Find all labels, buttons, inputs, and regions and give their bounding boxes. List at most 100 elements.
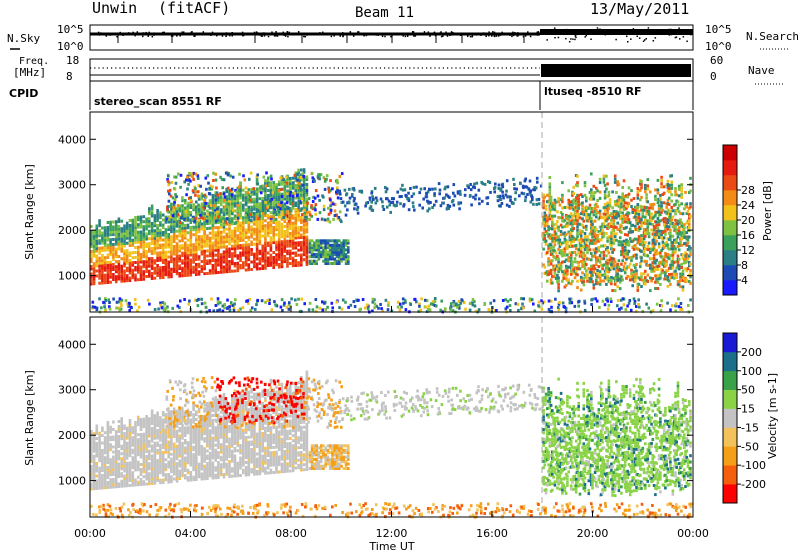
range-gate-cell: [283, 245, 287, 248]
range-gate-cell: [471, 303, 475, 307]
range-gate-cell: [579, 288, 583, 292]
range-gate-cell: [262, 175, 266, 179]
range-gate-cell: [277, 253, 281, 256]
range-gate-cell: [253, 230, 256, 234]
range-gate-cell: [666, 268, 670, 272]
range-gate-cell: [657, 210, 661, 214]
range-gate-cell: [228, 217, 231, 221]
range-gate-cell: [106, 256, 110, 259]
range-gate-cell: [150, 239, 154, 243]
range-gate-cell: [277, 235, 281, 239]
range-gate-cell: [606, 239, 609, 243]
range-gate-cell: [387, 301, 390, 305]
range-gate-cell: [128, 279, 132, 282]
range-gate-cell: [607, 303, 611, 307]
range-gate-cell: [561, 216, 564, 220]
range-gate-cell: [654, 261, 657, 265]
range-gate-cell: [164, 265, 168, 269]
range-gate-cell: [153, 261, 157, 265]
range-gate-cell: [297, 206, 300, 210]
sky-count-mark: [163, 31, 165, 34]
range-gate-cell: [529, 192, 532, 196]
range-gate-cell: [315, 239, 318, 243]
range-gate-cell: [178, 227, 181, 230]
sky-count-mark: [342, 35, 344, 37]
range-gate-cell: [175, 195, 178, 199]
range-gate-cell: [625, 225, 628, 229]
range-gate-cell: [661, 247, 665, 251]
range-gate-cell: [671, 209, 675, 213]
range-gate-cell: [280, 225, 284, 229]
range-gate-cell: [277, 248, 281, 251]
range-gate-cell: [590, 217, 593, 220]
range-gate-cell: [264, 249, 267, 253]
range-gate-cell: [687, 304, 690, 307]
range-gate-cell: [125, 251, 129, 255]
range-gate-cell: [175, 237, 179, 241]
range-gate-cell: [291, 224, 295, 228]
range-gate-cell: [289, 242, 292, 245]
sky-count-mark: [404, 35, 407, 38]
range-gate-cell: [327, 206, 330, 210]
sky-count-mark: [554, 36, 556, 39]
range-gate-cell: [255, 235, 259, 238]
range-gate-cell: [302, 193, 306, 197]
range-gate-cell: [189, 211, 193, 214]
sky-count-mark: [678, 38, 681, 40]
range-gate-cell: [103, 266, 107, 270]
range-gate-cell: [213, 206, 216, 210]
range-gate-cell: [217, 243, 220, 247]
range-gate-cell: [195, 265, 198, 269]
range-gate-cell: [297, 248, 300, 252]
range-gate-cell: [314, 189, 318, 193]
range-gate-cell: [117, 235, 121, 238]
range-gate-cell: [228, 212, 231, 216]
range-gate-cell: [148, 242, 151, 246]
range-gate-cell: [671, 225, 675, 229]
range-gate-cell: [264, 181, 267, 185]
sky-count-mark: [440, 31, 442, 33]
range-gate-cell: [289, 179, 292, 183]
range-gate-cell: [314, 309, 318, 313]
range-gate-cell: [339, 197, 343, 201]
range-gate-cell: [579, 237, 583, 241]
range-gate-cell: [197, 210, 201, 214]
range-gate-cell: [253, 207, 256, 211]
range-gate-cell: [280, 212, 284, 216]
range-gate-cell: [233, 202, 237, 205]
range-gate-cell: [612, 241, 616, 245]
sky-count-mark: [488, 31, 490, 33]
range-gate-cell: [261, 202, 264, 205]
sky-count-mark: [570, 38, 572, 40]
range-gate-cell: [579, 244, 583, 247]
range-gate-cell: [148, 207, 151, 211]
range-gate-cell: [363, 306, 367, 310]
range-gate-cell: [150, 247, 154, 250]
range-gate-cell: [548, 188, 552, 192]
range-gate-cell: [275, 248, 278, 252]
range-gate-cell: [586, 273, 589, 277]
range-gate-cell: [652, 231, 656, 235]
range-gate-cell: [219, 223, 223, 227]
range-gate-cell: [137, 248, 140, 252]
range-gate-cell: [137, 278, 140, 282]
range-gate-cell: [385, 205, 389, 209]
range-gate-cell: [611, 289, 614, 292]
range-gate-cell: [294, 231, 298, 235]
range-gate-cell: [524, 199, 527, 203]
range-gate-cell: [187, 182, 190, 186]
range-gate-cell: [212, 309, 216, 313]
range-gate-cell: [543, 217, 547, 221]
range-gate-cell: [322, 241, 325, 245]
sky-count-mark: [193, 35, 195, 37]
range-gate-cell: [360, 190, 364, 194]
range-gate-cell: [553, 243, 557, 247]
range-gate-cell: [246, 191, 250, 195]
range-gate-cell: [280, 257, 284, 261]
range-gate-cell: [435, 304, 438, 308]
range-gate-cell: [225, 262, 228, 266]
range-gate-cell: [153, 234, 157, 238]
range-gate-cell: [462, 301, 466, 304]
range-gate-cell: [127, 304, 130, 308]
range-gate-cell: [607, 190, 611, 194]
